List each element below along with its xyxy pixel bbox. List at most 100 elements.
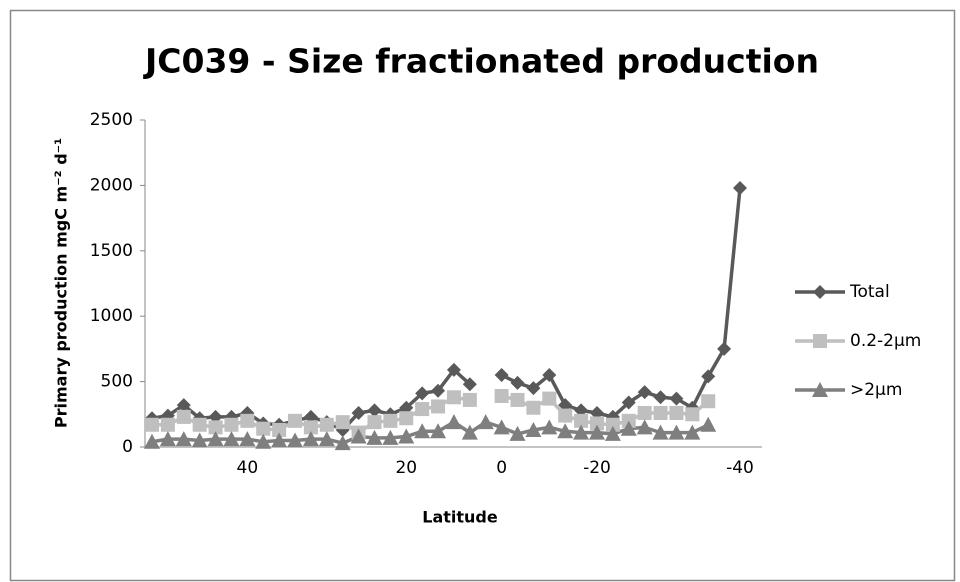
marker-square <box>176 409 191 424</box>
marker-triangle <box>366 429 383 445</box>
marker-diamond <box>717 341 732 356</box>
x-tick-label: -20 <box>583 458 611 478</box>
legend-label: Total <box>849 282 890 302</box>
x-tick-label: -40 <box>726 458 754 478</box>
x-tick-label: 0 <box>496 458 507 478</box>
marker-square <box>383 413 398 428</box>
chart-border <box>9 9 956 582</box>
marker-triangle <box>207 431 224 447</box>
marker-square <box>303 420 318 435</box>
marker-triangle <box>604 425 621 441</box>
marker-triangle <box>493 419 510 435</box>
marker-diamond <box>176 398 191 413</box>
marker-triangle <box>223 431 240 447</box>
marker-triangle <box>525 421 542 437</box>
marker-square <box>605 417 620 432</box>
marker-triangle <box>175 431 192 447</box>
y-tick-label: 2500 <box>90 110 133 130</box>
marker-diamond <box>621 395 636 410</box>
x-axis-label: Latitude <box>422 508 498 527</box>
marker-triangle <box>573 424 590 440</box>
legend-marker <box>813 285 827 299</box>
marker-diamond <box>733 181 747 196</box>
marker-triangle <box>255 433 272 449</box>
marker-square <box>701 394 716 409</box>
marker-square <box>494 388 509 403</box>
marker-triangle <box>271 432 288 448</box>
marker-triangle <box>477 414 494 430</box>
y-axis-label: Primary production mgC m⁻² d⁻¹ <box>52 138 71 428</box>
legend-label: >2µm <box>850 380 902 400</box>
marker-diamond <box>653 390 668 405</box>
marker-square <box>160 417 175 432</box>
marker-square <box>335 415 350 430</box>
marker-triangle <box>334 435 351 451</box>
marker-square <box>288 413 303 428</box>
marker-triangle <box>652 424 669 440</box>
marker-square <box>256 421 271 436</box>
marker-square <box>240 413 255 428</box>
y-tick-label: 2000 <box>90 175 133 195</box>
legend-label: 0.2-2µm <box>850 331 921 351</box>
marker-diamond <box>510 375 525 390</box>
marker-triangle <box>159 431 176 447</box>
marker-diamond <box>351 405 366 420</box>
marker-square <box>367 415 382 430</box>
marker-triangle <box>509 425 526 441</box>
marker-square <box>462 392 477 407</box>
marker-triangle <box>287 432 304 448</box>
y-tick-label: 500 <box>101 372 133 392</box>
marker-square <box>446 390 461 405</box>
marker-square <box>558 408 573 423</box>
marker-square <box>145 417 159 432</box>
x-tick-label: 20 <box>395 458 417 478</box>
marker-triangle <box>668 424 685 440</box>
legend-marker <box>813 334 827 348</box>
marker-diamond <box>367 403 382 418</box>
marker-triangle <box>620 420 637 436</box>
marker-square <box>669 405 684 420</box>
chart-title: JC039 - Size fractionated production <box>143 42 819 81</box>
marker-square <box>637 405 652 420</box>
marker-square <box>526 400 541 415</box>
marker-diamond <box>637 385 652 400</box>
y-tick-label: 1000 <box>90 306 133 326</box>
marker-diamond <box>526 381 541 396</box>
marker-square <box>272 422 287 437</box>
marker-triangle <box>700 416 717 432</box>
marker-triangle <box>144 433 160 449</box>
marker-triangle <box>302 431 319 447</box>
marker-square <box>589 416 604 431</box>
x-tick-label: 40 <box>237 458 259 478</box>
marker-triangle <box>398 428 415 444</box>
marker-triangle <box>636 419 653 435</box>
y-tick-label: 1500 <box>90 241 133 261</box>
marker-triangle <box>191 432 208 448</box>
marker-triangle <box>684 424 701 440</box>
marker-triangle <box>461 424 478 440</box>
marker-diamond <box>446 362 461 377</box>
marker-square <box>431 399 446 414</box>
marker-square <box>319 417 334 432</box>
marker-square <box>574 413 589 428</box>
marker-square <box>415 402 430 417</box>
marker-square <box>224 417 239 432</box>
marker-triangle <box>414 423 431 439</box>
marker-triangle <box>430 423 447 439</box>
marker-diamond <box>542 368 557 383</box>
marker-triangle <box>350 428 367 444</box>
y-tick-label: 0 <box>122 437 133 457</box>
marker-triangle <box>541 419 558 435</box>
marker-square <box>192 417 207 432</box>
marker-diamond <box>462 377 477 392</box>
marker-triangle <box>588 424 605 440</box>
marker-diamond <box>669 391 684 406</box>
marker-square <box>542 391 557 406</box>
marker-diamond <box>701 369 716 384</box>
marker-square <box>208 420 223 435</box>
marker-diamond <box>431 383 446 398</box>
marker-square <box>685 407 700 422</box>
marker-triangle <box>445 414 462 430</box>
marker-triangle <box>318 431 335 447</box>
